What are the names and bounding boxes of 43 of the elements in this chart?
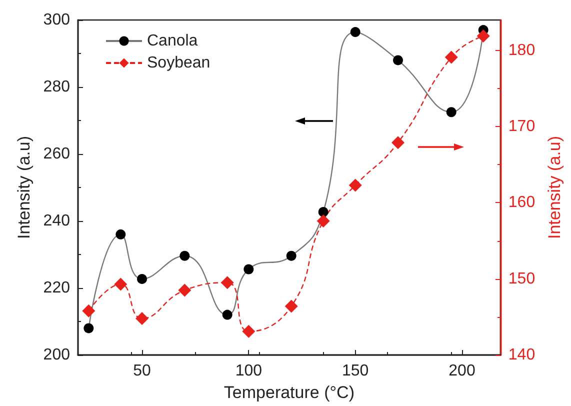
y-tick-label: 220	[43, 280, 70, 296]
point	[180, 250, 190, 261]
y2-tick-label: 140	[508, 346, 536, 364]
point	[350, 27, 360, 38]
y-axis-title: Intensity (a.u)	[14, 136, 34, 239]
y2-tick-label: 150	[508, 270, 536, 288]
y2-tick-label: 170	[508, 118, 536, 136]
point	[220, 276, 234, 290]
y-tick-label: 280	[43, 78, 70, 96]
point	[393, 55, 404, 66]
x-tick-label: 150	[342, 362, 369, 380]
point	[392, 136, 405, 150]
point	[114, 278, 128, 291]
point	[178, 284, 192, 297]
point	[446, 107, 456, 118]
point	[222, 310, 232, 320]
y2-axis-title: Intensity (a.u)	[545, 136, 564, 239]
point	[84, 323, 94, 334]
y-tick-label: 300	[43, 12, 70, 28]
x-tick-label: 200	[448, 362, 476, 380]
point	[316, 214, 330, 228]
y-tick-label: 260	[43, 146, 70, 162]
point	[318, 206, 328, 217]
x-axis-title: Temperature (°C)	[224, 382, 354, 402]
point	[82, 304, 96, 318]
x-tick-label: 50	[133, 362, 151, 380]
legend-label: Canola	[147, 32, 198, 50]
point	[136, 312, 148, 325]
point	[348, 178, 362, 192]
legend-label: Soybean	[147, 54, 210, 72]
y-tick-label: 200	[43, 346, 70, 364]
point	[242, 324, 256, 338]
point	[116, 229, 126, 240]
point	[476, 29, 490, 42]
y2-tick-label: 180	[508, 42, 536, 59]
point	[137, 274, 147, 284]
point	[284, 300, 298, 313]
point	[244, 264, 254, 274]
point	[286, 250, 296, 261]
x-tick-label: 100	[235, 362, 262, 380]
y-tick-label: 240	[43, 212, 70, 230]
point	[444, 50, 458, 64]
y2-tick-label: 160	[508, 194, 536, 212]
